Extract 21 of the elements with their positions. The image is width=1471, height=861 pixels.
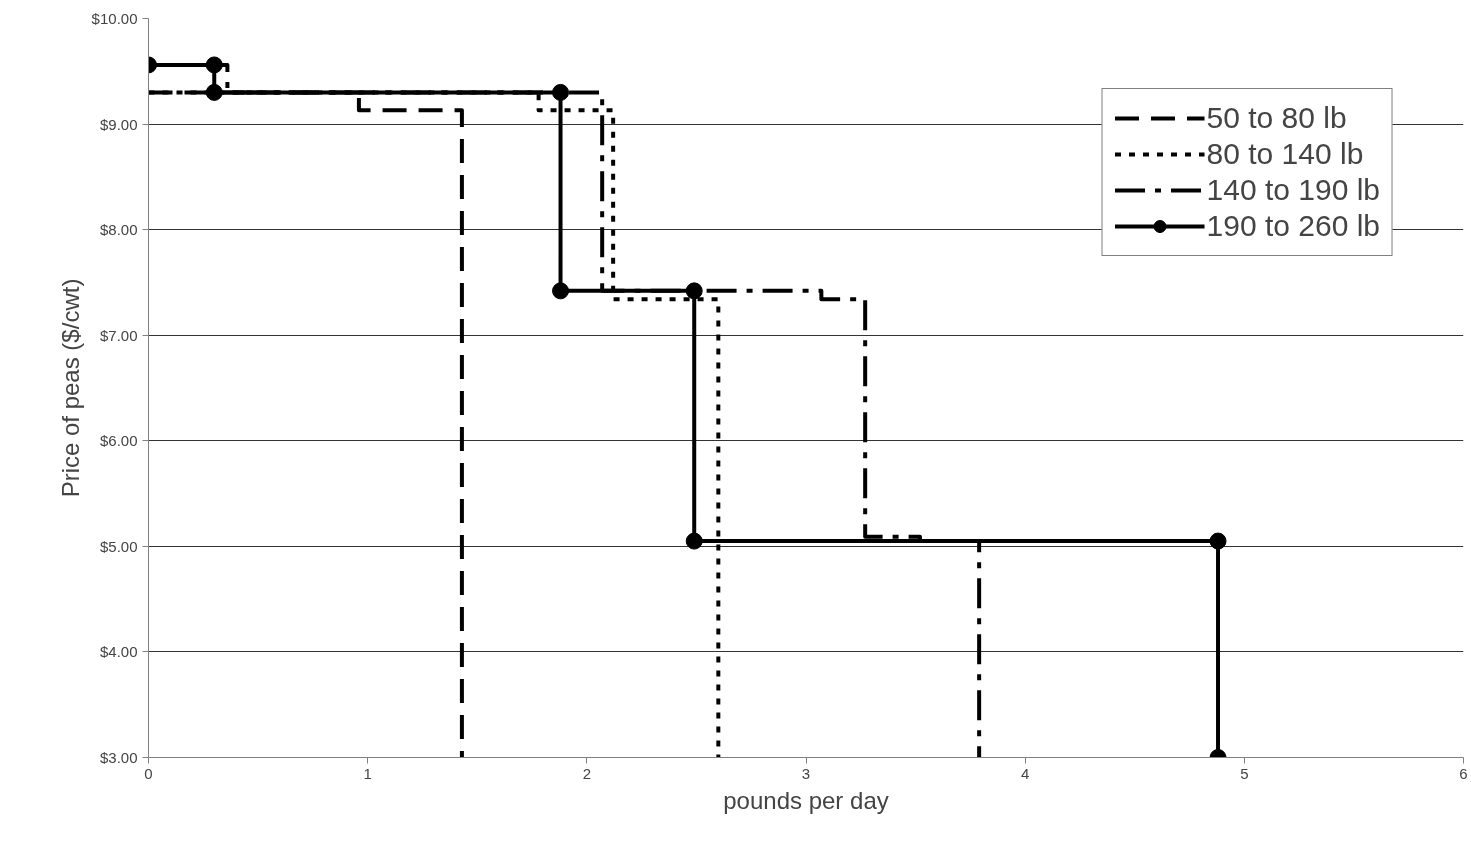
legend-label: 80 to 140 lb (1206, 137, 1364, 171)
x-tick-label: 2 (582, 764, 592, 782)
y-tick-label: $7.00 (99, 326, 138, 344)
x-tick-label: 1 (363, 764, 372, 782)
legend-label: 50 to 80 lb (1206, 101, 1347, 135)
y-tick-label: $6.00 (99, 432, 138, 450)
y-tick-label: $4.00 (99, 643, 138, 661)
y-tick-label: $5.00 (99, 537, 138, 555)
x-tick-label: 6 (1459, 764, 1468, 782)
legend-label: 190 to 260 lb (1206, 209, 1380, 243)
y-tick-label: $8.00 (99, 221, 138, 239)
y-tick-label: $3.00 (99, 749, 138, 766)
x-axis-title: pounds per day (723, 786, 889, 814)
y-axis-title: Price of peas ($/cwt) (56, 278, 84, 498)
y-tick-label: $10.00 (91, 10, 138, 27)
x-tick-label: 4 (1021, 764, 1030, 782)
x-tick-label: 0 (144, 764, 153, 782)
x-tick-label: 5 (1240, 764, 1249, 782)
y-tick-label: $9.00 (99, 115, 138, 133)
x-tick-label: 3 (801, 764, 811, 782)
legend-label: 140 to 190 lb (1206, 173, 1380, 207)
